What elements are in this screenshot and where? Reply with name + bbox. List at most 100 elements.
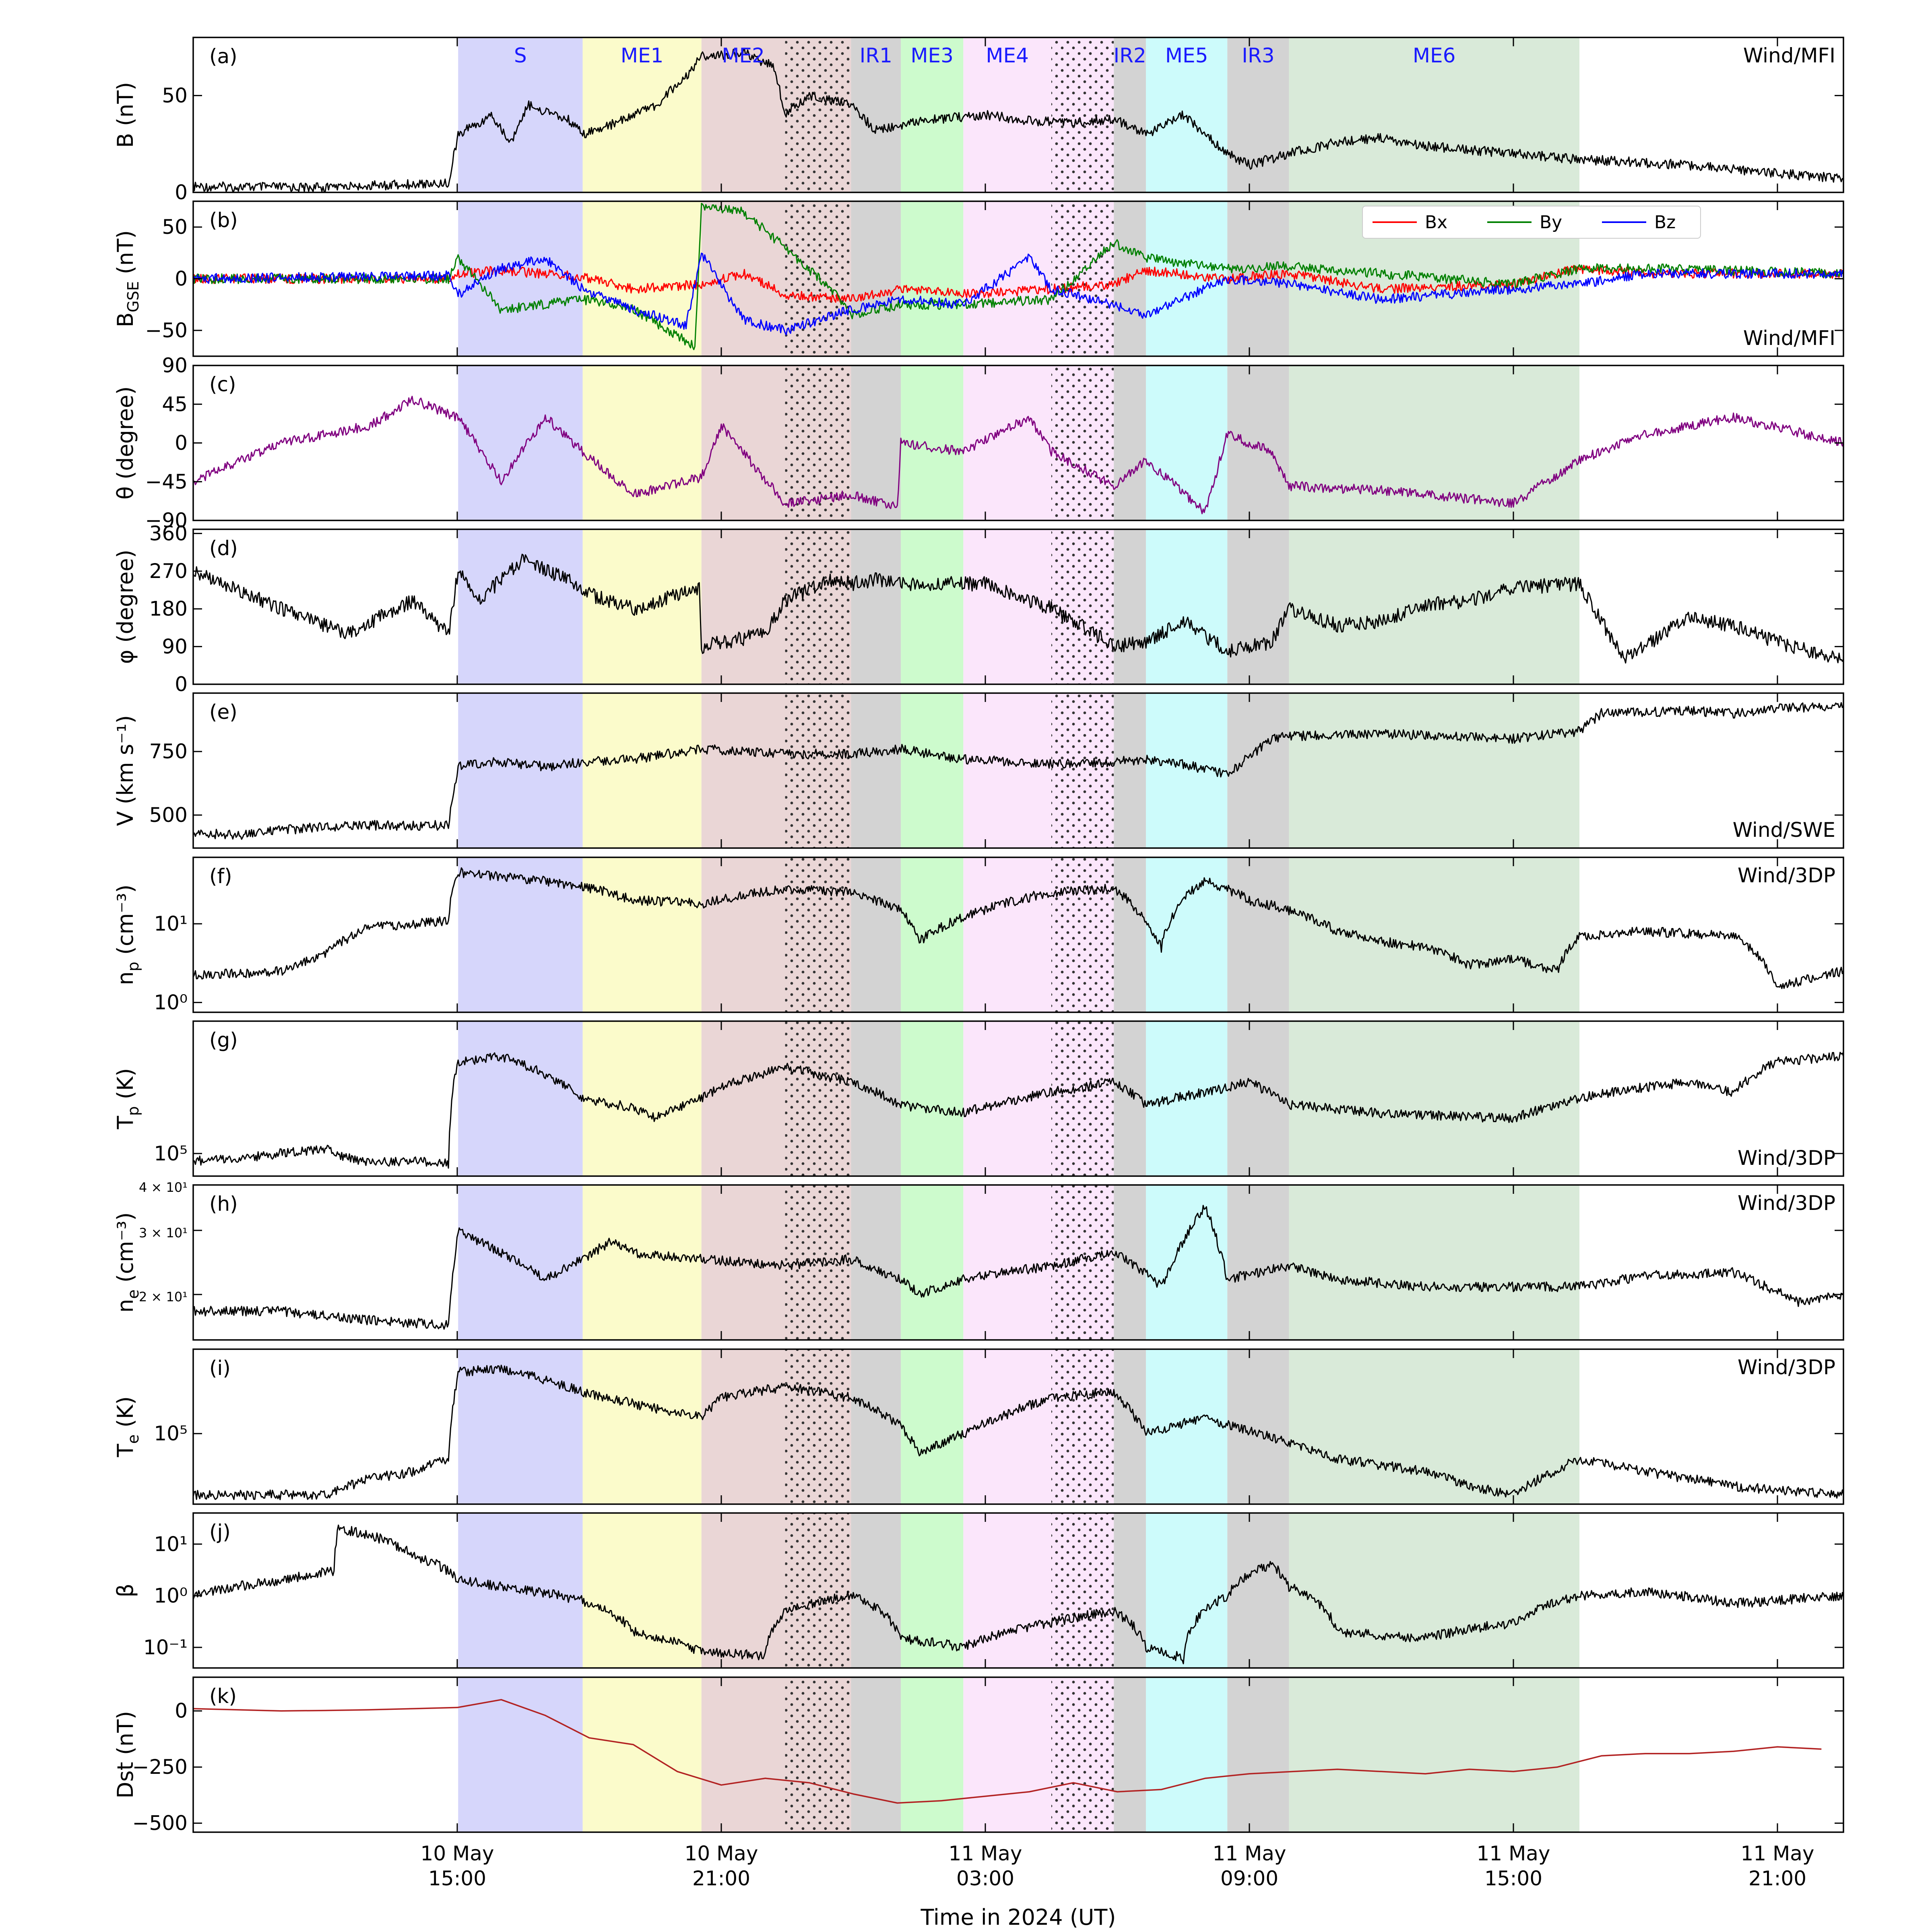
- x-tick-label-date: 11 May: [1477, 1842, 1550, 1865]
- y-tick-label-c: −45: [145, 470, 188, 493]
- region-band-ME4: [963, 1513, 1051, 1668]
- region-band-IR1: [851, 529, 901, 684]
- region-band-IR1: [851, 1513, 901, 1668]
- panel-f-series: [193, 867, 1843, 989]
- y-tick-label-d: 270: [149, 559, 188, 583]
- y-axis-label-f-rest: (cm⁻³): [113, 884, 138, 962]
- y-axis-label-a: B (nT): [113, 82, 138, 148]
- region-band-IR2: [1114, 365, 1146, 520]
- region-band-ME3: [901, 693, 964, 848]
- panel-c-series: [193, 396, 1843, 514]
- region-dotted-7: [1051, 857, 1114, 1012]
- panel-c: −90 −45 0 45 90 (c) θ (degree): [113, 354, 1844, 532]
- y-tick-label-i: 10⁵: [154, 1422, 188, 1445]
- panel-a-regions: [458, 37, 1579, 192]
- region-band-IR2: [1114, 37, 1146, 192]
- x-tick-label-time: 21:00: [1748, 1867, 1806, 1890]
- region-band-ME4: [963, 1349, 1051, 1504]
- region-dotted-7: [1051, 1677, 1114, 1832]
- series-line-V: [193, 702, 1843, 840]
- panel-g: 10⁵ (g) Tp (K) Wind/3DP: [113, 1020, 1844, 1177]
- series-line-n_e: [193, 1205, 1843, 1330]
- region-band-ME1: [582, 37, 702, 192]
- x-tick-label-date: 11 May: [949, 1842, 1022, 1865]
- region-band-IR2: [1114, 693, 1146, 848]
- region-band-ME5: [1146, 1185, 1228, 1340]
- legend: Bx By Bz: [1362, 206, 1701, 239]
- series-line-B: [193, 48, 1843, 192]
- region-band-S: [458, 1349, 583, 1504]
- region-dotted-3: [785, 1513, 851, 1668]
- panel-letter-b: (b): [209, 208, 238, 232]
- region-band-ME3: [901, 201, 964, 356]
- y-tick-label-b: −50: [145, 319, 188, 342]
- region-band-ME4: [963, 693, 1051, 848]
- region-label-IR1: IR1: [860, 44, 892, 67]
- x-tick-label-time: 03:00: [956, 1867, 1014, 1890]
- region-band-ME5: [1146, 529, 1228, 684]
- region-band-ME4: [963, 37, 1051, 192]
- region-band-IR3: [1227, 1349, 1289, 1504]
- region-band-ME2: [701, 1349, 785, 1504]
- region-band-IR2: [1114, 1185, 1146, 1340]
- y-tick-label-g: 10⁵: [154, 1142, 188, 1165]
- panel-k: −500 −250 0 (k) Dst (nT): [113, 1676, 1844, 1835]
- region-band-ME3: [901, 1185, 964, 1340]
- region-band-S: [458, 857, 583, 1012]
- panel-f-frame: [192, 857, 1844, 1013]
- panel-k-series: [193, 1699, 1822, 1804]
- panel-e-regions: [458, 693, 1579, 848]
- y-tick-label-e: 750: [149, 740, 188, 763]
- series-line-Dst: [193, 1699, 1822, 1804]
- region-band-ME4: [963, 365, 1051, 520]
- region-band-IR1: [851, 1677, 901, 1832]
- region-band-IR1: [851, 1021, 901, 1176]
- region-dotted-7: [1051, 1021, 1114, 1176]
- region-dotted-7: [1051, 693, 1114, 848]
- region-band-ME3: [901, 1021, 964, 1176]
- region-dotted-3: [785, 857, 851, 1012]
- panel-h: 2 × 10¹ 3 × 10¹ 4 × 10¹ (h) ne (cm⁻³) Wind/3D…: [113, 1180, 1844, 1341]
- region-dotted-3: [785, 37, 851, 192]
- panel-h-series: [193, 1205, 1843, 1330]
- panel-d-series: [193, 553, 1843, 664]
- x-axis-title: Time in 2024 (UT): [921, 1905, 1116, 1930]
- region-band-ME1: [582, 857, 702, 1012]
- region-label-ME3: ME3: [910, 44, 954, 67]
- region-label-ME6: ME6: [1413, 44, 1456, 67]
- panel-k-regions: [458, 1677, 1579, 1832]
- region-band-S: [458, 37, 583, 192]
- y-axis-label-f-sub: p: [124, 962, 142, 971]
- region-dotted-3: [785, 1677, 851, 1832]
- y-tick-label-c: −90: [145, 509, 188, 532]
- y-axis-label-e: V (km s⁻¹): [113, 715, 138, 826]
- region-band-ME6: [1289, 1513, 1579, 1668]
- y-tick-label-c: 90: [162, 354, 188, 377]
- y-axis-label-h: ne (cm⁻³): [113, 1212, 142, 1313]
- panel-a: 0 50 (a) B (nT) Wind/MFI S ME1 ME2 IR1 ME3 ME4 IR2 M…: [113, 37, 1844, 204]
- region-band-ME1: [582, 365, 702, 520]
- region-dotted-3: [785, 1349, 851, 1504]
- region-band-ME6: [1289, 37, 1579, 192]
- region-label-IR2: IR2: [1114, 44, 1146, 67]
- region-dotted-3: [785, 693, 851, 848]
- region-band-ME6: [1289, 529, 1579, 684]
- region-dotted-3: [785, 529, 851, 684]
- series-line-Bx: [193, 264, 1843, 303]
- region-band-ME5: [1146, 1513, 1228, 1668]
- panel-i-series: [193, 1364, 1843, 1501]
- x-tick-label-date: 10 May: [421, 1842, 494, 1865]
- region-band-IR3: [1227, 1021, 1289, 1176]
- y-tick-label-d: 90: [162, 635, 188, 658]
- panel-j-series: [193, 1524, 1843, 1664]
- y-tick-label-d: 180: [149, 597, 188, 621]
- panel-f-regions: [458, 857, 1579, 1012]
- region-band-ME1: [582, 1513, 702, 1668]
- panel-e-frame: [192, 692, 1844, 849]
- panel-c-regions: [458, 365, 1579, 520]
- region-band-ME3: [901, 365, 964, 520]
- region-band-IR2: [1114, 201, 1146, 356]
- y-tick-label-e: 500: [149, 803, 188, 827]
- panel-g-series: [193, 1052, 1843, 1169]
- region-label-IR3: IR3: [1242, 44, 1274, 67]
